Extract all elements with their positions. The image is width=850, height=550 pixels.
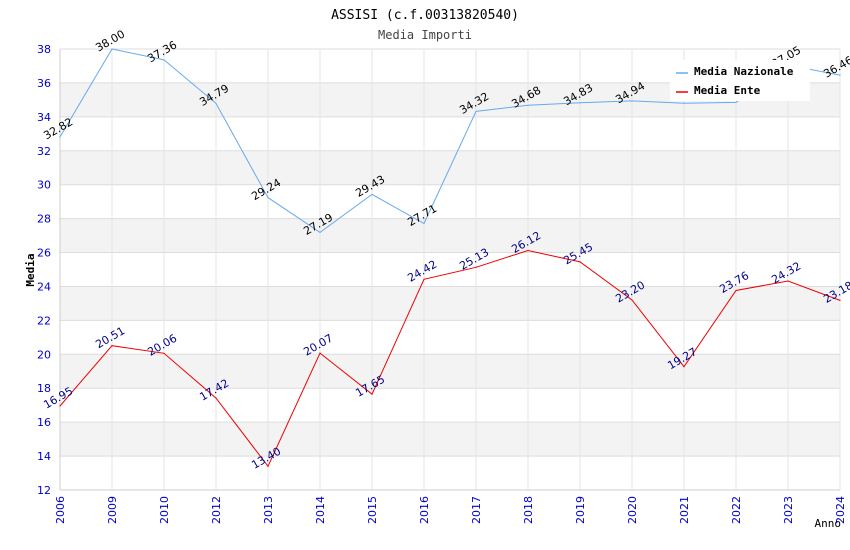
legend: Media Nazionale Media Ente [670,60,810,101]
data-point [59,405,61,407]
x-tick-label: 2021 [678,496,691,524]
x-tick-label: 2019 [574,496,587,524]
data-point [215,102,217,105]
x-tick-label: 2018 [522,496,535,524]
data-point [163,59,165,61]
data-point [735,289,737,292]
data-point [735,101,737,104]
y-tick-label: 26 [37,247,51,260]
data-label: 24.42 [405,258,439,285]
data-point [111,345,113,347]
x-tick-label: 2016 [418,496,431,524]
data-label: 24.32 [769,259,803,286]
x-tick-label: 2010 [158,496,171,524]
data-point [475,110,477,113]
y-tick-label: 22 [37,314,51,327]
data-point [267,196,269,199]
y-tick-label: 32 [37,145,51,158]
grid-band [60,422,840,457]
data-point [475,266,477,268]
legend-label-nazionale: Media Nazionale [694,65,794,78]
x-tick-label: 2024 [834,496,847,524]
data-label: 38.00 [93,27,127,54]
data-point [163,352,165,354]
y-tick-label: 12 [37,484,51,497]
grid-band [60,286,840,321]
grid-band [60,218,840,253]
data-point [423,278,425,280]
data-point [371,393,373,395]
data-point [839,74,841,76]
data-point [631,100,633,102]
data-point [683,102,685,104]
x-tick-label: 2006 [54,496,67,524]
data-label: 37.36 [145,38,179,65]
data-point [839,299,841,301]
y-tick-label: 36 [37,77,51,90]
chart-title: ASSISI (c.f.00313820540) [331,8,519,23]
y-tick-label: 18 [37,382,51,395]
data-point [267,465,269,467]
x-axis-label: Anno [815,517,842,530]
data-label: 36.46 [821,54,850,81]
data-point [787,280,789,282]
data-point [631,299,633,301]
data-point [527,249,529,252]
data-point [111,48,113,50]
data-point [683,366,685,368]
series-line-media-ente [59,249,841,468]
x-tick-label: 2022 [730,496,743,524]
x-tick-label: 2020 [626,496,639,524]
y-tick-label: 34 [37,111,51,124]
data-point [527,104,529,106]
y-tick-label: 28 [37,213,51,226]
data-point [59,136,61,138]
series-line-media-nazionale [59,48,841,234]
data-point [319,231,321,233]
x-tick-label: 2013 [262,496,275,524]
legend-label-ente: Media Ente [694,84,761,97]
legend-box [670,60,810,101]
y-tick-label: 14 [37,450,51,463]
x-tick-label: 2023 [782,496,795,524]
x-tick-label: 2014 [314,496,327,524]
data-point [579,102,581,104]
y-tick-label: 30 [37,179,51,192]
series-lines [59,48,841,468]
x-tick-label: 2015 [366,496,379,524]
chart-subtitle: Media Importi [378,28,472,42]
y-axis-label: Media [24,253,37,286]
x-tick-label: 2012 [210,496,223,524]
x-tick-label: 2009 [106,496,119,524]
data-point [371,193,373,195]
y-tick-label: 16 [37,416,51,429]
grid-band [60,354,840,389]
data-point [215,397,217,399]
y-tick-label: 24 [37,280,51,293]
y-tick-label: 38 [37,43,51,56]
x-tick-labels: 2006 2009 2010 2012 2013 2014 2015 2016 2017 2018… [54,496,847,524]
data-point [319,352,321,354]
data-point [579,261,581,263]
y-tick-label: 20 [37,348,51,361]
grid-bands [60,82,840,457]
y-tick-labels: 12 14 16 18 20 22 24 26 28 30 32 34 36 38 [37,43,51,497]
x-tick-label: 2017 [470,496,483,524]
grid-lines [59,48,841,491]
data-point [423,222,425,225]
